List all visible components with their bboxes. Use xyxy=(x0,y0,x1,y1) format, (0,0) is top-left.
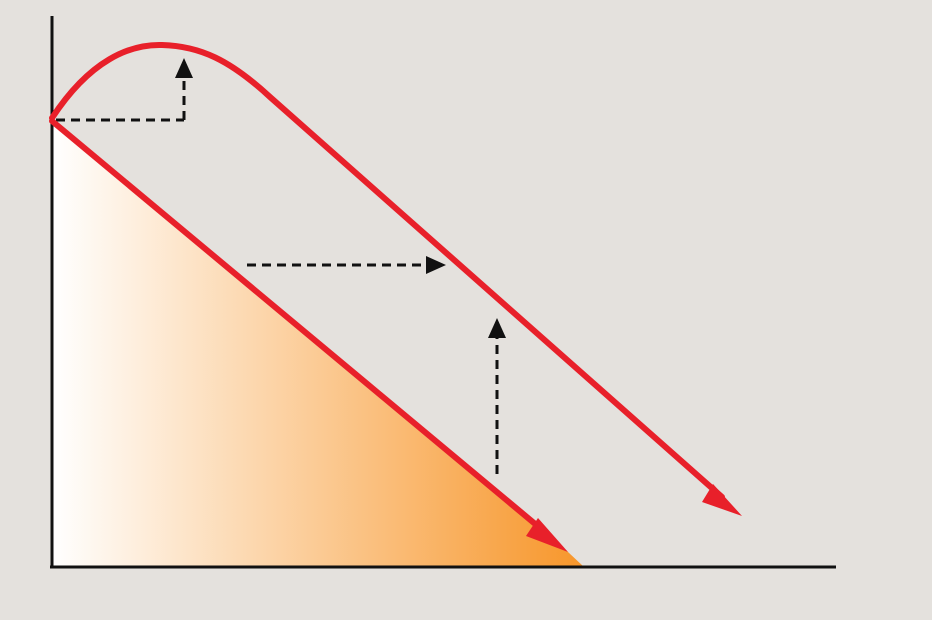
dashed-vertical-arrow-top xyxy=(175,58,193,120)
dashed-horizontal-arrow-middle xyxy=(247,256,446,274)
upper-hump-curve-arrow xyxy=(49,41,742,516)
lower-straight-arrow xyxy=(49,118,568,552)
dashed-vertical-arrow-lower xyxy=(488,318,506,474)
